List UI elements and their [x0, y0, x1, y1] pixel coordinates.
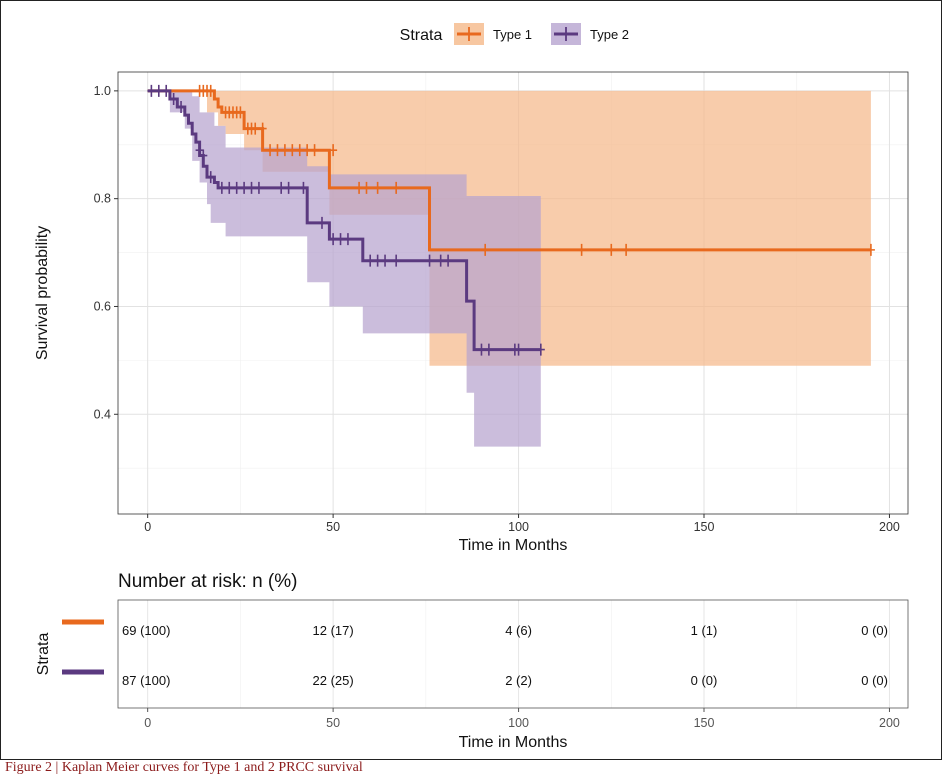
risk-table-title: Number at risk: n (%) — [118, 571, 297, 592]
censor-mark-type-2 — [317, 216, 326, 229]
risk-x-tick-label: 50 — [326, 716, 340, 730]
risk-cell: 22 (25) — [313, 673, 354, 688]
censor-mark-type-1 — [288, 144, 297, 157]
survival-curve-type-2 — [147, 89, 541, 352]
censor-mark-type-1 — [280, 144, 289, 157]
censor-mark-type-2 — [195, 144, 204, 157]
y-tick-label: 0.4 — [94, 407, 111, 421]
censor-mark-type-2 — [199, 149, 208, 162]
censor-mark-type-2 — [254, 181, 263, 194]
risk-cell: 87 (100) — [122, 673, 170, 688]
censor-mark-type-1 — [310, 144, 319, 157]
censor-mark-type-2 — [247, 181, 256, 194]
censor-mark-type-1 — [295, 144, 304, 157]
censor-mark-type-2 — [536, 343, 545, 356]
censor-mark-type-2 — [225, 181, 234, 194]
censor-mark-type-1 — [607, 243, 616, 256]
y-tick-label: 0.8 — [94, 192, 111, 206]
censor-mark-type-2 — [381, 254, 390, 267]
censor-mark-type-2 — [162, 84, 171, 97]
censor-mark-type-1 — [355, 181, 364, 194]
legend-label-type-2: Type 2 — [590, 27, 629, 42]
risk-x-tick-label: 200 — [879, 716, 900, 730]
censor-mark-type-2 — [232, 181, 241, 194]
censor-mark-type-2 — [444, 254, 453, 267]
risk-cell: 0 (0) — [861, 673, 888, 688]
censor-mark-type-1 — [866, 243, 875, 256]
risk-x-axis-title: Time in Months — [459, 734, 568, 751]
censor-mark-type-1 — [329, 144, 338, 157]
risk-table-ylabel: Strata — [35, 633, 52, 676]
risk-cell: 0 (0) — [861, 623, 888, 638]
risk-cell: 2 (2) — [505, 673, 532, 688]
risk-x-tick-label: 0 — [144, 716, 151, 730]
risk-x-tick-label: 150 — [694, 716, 715, 730]
censor-mark-type-2 — [154, 84, 163, 97]
censor-mark-type-2 — [217, 181, 226, 194]
x-tick-label: 50 — [326, 520, 340, 534]
y-axis-title: Survival probability — [34, 226, 51, 360]
censor-mark-type-2 — [277, 181, 286, 194]
risk-cell: 4 (6) — [505, 623, 532, 638]
censor-mark-type-2 — [240, 181, 249, 194]
censor-mark-type-2 — [147, 84, 156, 97]
censor-mark-type-1 — [258, 122, 267, 135]
figure-caption: Figure 2 | Kaplan Meier curves for Type … — [5, 760, 363, 775]
censor-mark-type-2 — [436, 254, 445, 267]
censor-mark-type-2 — [329, 233, 338, 246]
risk-cell: 12 (17) — [313, 623, 354, 638]
legend-label-type-1: Type 1 — [493, 27, 532, 42]
y-tick-label: 0.6 — [94, 299, 111, 313]
y-tick-label: 1.0 — [94, 84, 111, 98]
censor-mark-type-1 — [373, 181, 382, 194]
censor-mark-type-1 — [481, 243, 490, 256]
x-tick-label: 150 — [694, 520, 715, 534]
x-axis-title: Time in Months — [459, 537, 568, 554]
risk-cell: 1 (1) — [691, 623, 718, 638]
censor-mark-type-2 — [373, 254, 382, 267]
censor-mark-type-1 — [273, 144, 282, 157]
censor-mark-type-1 — [622, 243, 631, 256]
plot-panel-border — [117, 71, 909, 515]
censor-mark-type-2 — [284, 181, 293, 194]
censor-mark-type-1 — [392, 181, 401, 194]
censor-mark-type-1 — [303, 144, 312, 157]
censor-mark-type-2 — [336, 233, 345, 246]
censor-mark-type-2 — [169, 92, 178, 105]
risk-x-tick-label: 100 — [508, 716, 529, 730]
risk-table-border — [117, 599, 909, 709]
censor-mark-type-2 — [177, 101, 186, 114]
censor-mark-type-1 — [206, 84, 215, 97]
censor-mark-type-2 — [366, 254, 375, 267]
censor-mark-type-2 — [514, 343, 523, 356]
censor-mark-type-1 — [236, 106, 245, 119]
censor-mark-type-2 — [484, 343, 493, 356]
censor-mark-type-1 — [577, 243, 586, 256]
censor-mark-type-1 — [266, 144, 275, 157]
x-tick-label: 0 — [144, 520, 151, 534]
x-tick-label: 100 — [508, 520, 529, 534]
censor-mark-type-2 — [477, 343, 486, 356]
censor-mark-type-1 — [251, 122, 260, 135]
legend-title: Strata — [400, 27, 443, 44]
ci-band-type-2 — [147, 90, 541, 447]
censor-mark-type-2 — [392, 254, 401, 267]
censor-mark-type-2 — [425, 254, 434, 267]
censor-mark-type-2 — [343, 233, 352, 246]
censor-mark-type-2 — [299, 181, 308, 194]
censor-mark-type-2 — [206, 171, 215, 184]
risk-cell: 0 (0) — [691, 673, 718, 688]
risk-cell: 69 (100) — [122, 623, 170, 638]
censor-mark-type-1 — [362, 181, 371, 194]
x-tick-label: 200 — [879, 520, 900, 534]
